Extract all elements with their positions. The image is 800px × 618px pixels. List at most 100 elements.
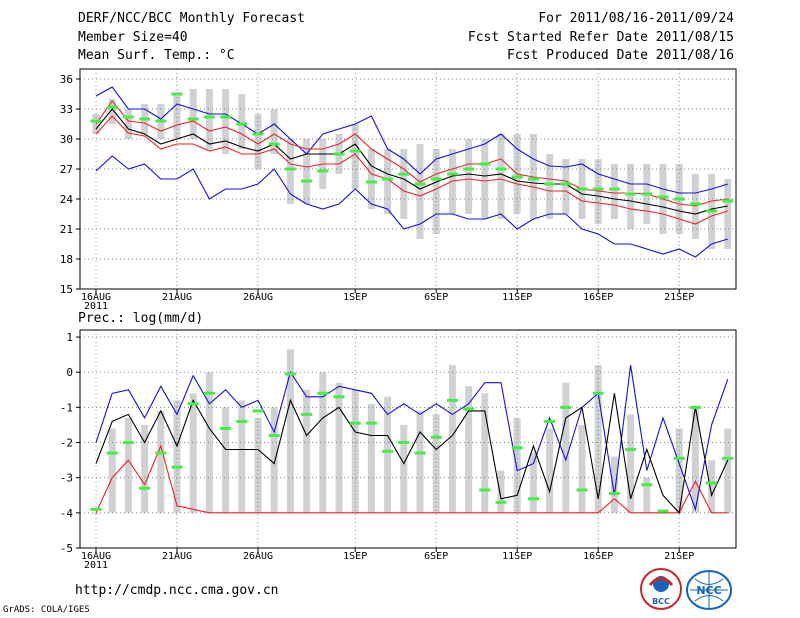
prec-observed-18 [382,450,393,453]
prec-xtick-label-7: 21SEP [664,551,694,562]
prec-box-2 [125,418,132,513]
temp-observed-27 [528,178,539,181]
temp-xtick-label-7: 21SEP [664,292,694,303]
prec-observed-27 [528,497,539,500]
prec-observed-15 [334,395,345,398]
prec-box-4 [157,411,164,513]
prec-observed-14 [317,392,328,395]
prec-box-8 [222,407,229,512]
temp-observed-5 [172,93,183,96]
temp-box-8 [222,89,229,154]
temp-observed-2 [123,116,134,119]
prec-box-19 [400,425,407,513]
temp-xtick-label-6: 16SEP [583,292,613,303]
prec-observed-19 [398,441,409,444]
temp-xtick-label-4: 6SEP [424,292,448,303]
prec-observed-21 [431,436,442,439]
temp-box-6 [190,89,197,139]
prec-box-1 [109,428,116,512]
temp-observed-21 [431,178,442,181]
prec-observed-23 [463,408,474,411]
temp-observed-17 [366,181,377,184]
prec-xtick-label-1: 21AUG [162,551,192,562]
prec-box-38 [708,460,715,513]
temp-xtick-label-3: 1SEP [343,292,367,303]
prec-ytick-label-0: -5 [60,542,73,555]
temp-observed-13 [301,180,312,183]
temp-box-2 [125,109,132,139]
bcc-logo-text: BCC [652,597,670,606]
prec-ytick-label-1: -4 [60,507,74,520]
temp-observed-7 [204,116,215,119]
prec-observed-4 [155,452,166,455]
prec-observed-5 [172,466,183,469]
prec-observed-36 [674,457,685,460]
temp-observed-20 [415,183,426,186]
temp-observed-35 [658,196,669,199]
prec-observed-33 [625,448,636,451]
prec-observed-0 [91,508,102,511]
temp-observed-22 [447,173,458,176]
prec-xtick-label-2: 26AUG [243,551,273,562]
prec-observed-35 [658,510,669,513]
bcc-logo: BCC [640,568,682,610]
temp-observed-14 [317,170,328,173]
prec-observed-29 [560,406,571,409]
prec-observed-32 [609,492,620,495]
precip-panel-title: Prec.: log(mm/d) [78,311,203,326]
temp-observed-18 [382,178,393,181]
prec-box-25 [498,471,505,513]
temp-observed-6 [188,118,199,121]
source-url[interactable]: http://cmdp.ncc.cma.gov.cn [75,583,279,598]
prec-observed-12 [285,372,296,375]
temp-observed-26 [512,176,523,179]
temp-box-17 [368,149,375,209]
prec-box-6 [190,393,197,513]
temp-observed-34 [641,193,652,196]
prec-xtick-label-5: 11SEP [502,551,532,562]
temp-box-33 [627,164,634,229]
temp-observed-29 [560,183,571,186]
prec-observed-13 [301,413,312,416]
prec-observed-24 [479,488,490,491]
prec-observed-22 [447,399,458,402]
temp-box-25 [498,134,505,219]
temp-observed-31 [593,188,604,191]
prec-observed-10 [253,409,264,412]
prec-observed-31 [593,392,604,395]
prec-observed-30 [577,488,588,491]
prec-observed-16 [350,422,361,425]
prec-observed-6 [188,402,199,405]
prec-ytick-label-5: 0 [66,366,73,379]
temp-observed-38 [706,210,717,213]
temp-ytick-label-1: 18 [60,253,73,266]
temp-observed-1 [107,106,118,109]
temp-box-39 [724,179,731,249]
temp-observed-0 [91,120,102,123]
prec-box-13 [303,390,310,513]
prec-observed-20 [415,452,426,455]
prec-observed-34 [641,483,652,486]
prec-ytick-label-2: -3 [60,472,73,485]
temp-box-32 [611,164,618,219]
temp-box-9 [238,94,245,149]
prec-xtick-label-3: 1SEP [343,551,367,562]
prec-observed-8 [220,427,231,430]
temp-observed-28 [544,183,555,186]
prec-box-20 [417,411,424,513]
temp-observed-12 [285,168,296,171]
ncc-logo: NCC [686,570,732,610]
temp-observed-11 [269,143,280,146]
prec-xtick-label-6: 16SEP [583,551,613,562]
prec-box-34 [643,478,650,513]
temp-ytick-label-5: 30 [60,133,73,146]
prec-ytick-label-6: 1 [66,331,73,344]
prec-box-15 [336,383,343,513]
prec-observed-25 [496,501,507,504]
prec-observed-17 [366,422,377,425]
forecast-chart: Prec.: log(mm/d) 151821242730333616AUG 21… [0,0,800,618]
ncc-logo-text: NCC [696,584,721,597]
prec-box-29 [562,383,569,513]
temp-observed-15 [334,153,345,156]
prec-observed-3 [139,487,150,490]
